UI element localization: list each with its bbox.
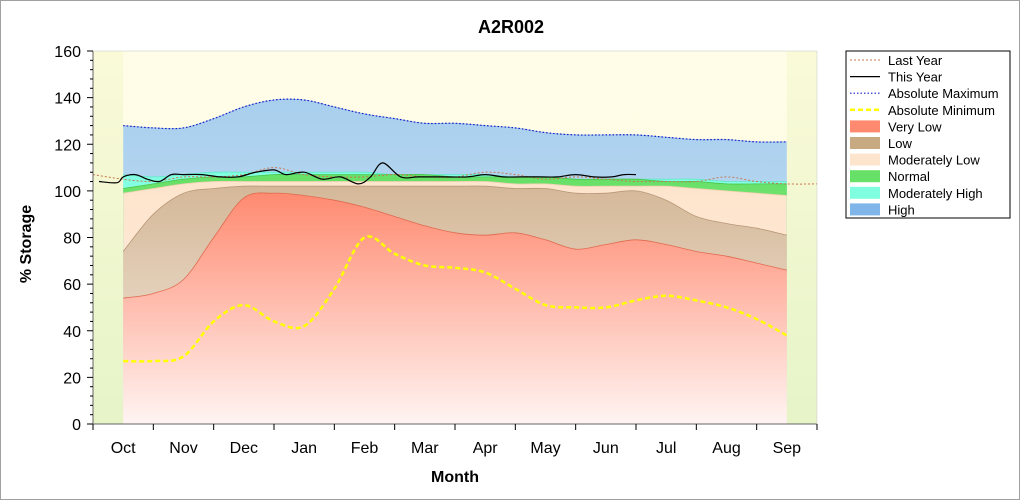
legend-label-moderately-high: Moderately High [888,186,983,201]
band-edge-moderately-high [123,171,787,183]
y-tick-label: 60 [63,277,81,294]
x-tick-label: Aug [712,440,740,457]
x-tick-label: Jul [656,440,676,457]
y-tick-label: 40 [63,324,81,341]
legend-swatch-high [850,203,880,216]
legend-label-normal: Normal [888,169,930,184]
y-tick-label: 140 [54,91,81,108]
y-tick-label: 120 [54,137,81,154]
x-tick-label: Nov [169,440,197,457]
legend-label-high: High [888,202,915,217]
band-very-low [123,192,787,424]
x-tick-label: Jun [593,440,619,457]
x-tick-label: Feb [351,440,379,457]
legend-label-absolute-minimum: Absolute Minimum [888,103,995,118]
band-edge-very-low [123,192,787,299]
plot-left-margin [93,51,124,424]
band-edge-high [123,98,787,143]
axes: 0 20 40 60 80 100 120 140 160 Oct Nov Dec Jan Feb Mar A… [54,44,818,457]
x-tick-label: Dec [230,440,258,457]
x-tick-label: Sep [773,440,802,457]
chart-title: A2R002 [478,17,544,37]
series-line-this-year [98,162,637,185]
x-tick-label: Apr [473,440,499,457]
legend-swatch-moderately-high [850,186,880,199]
legend-label-very-low: Very Low [888,119,942,134]
y-tick-label: 100 [54,184,81,201]
band-edge-low [122,185,787,252]
legend-label-low: Low [888,136,912,151]
y-tick-label: 160 [54,44,81,61]
x-axis-label: Month [431,469,479,486]
x-tick-label: Oct [111,440,136,457]
y-tick-label: 80 [63,231,81,248]
plot-right-margin [786,51,817,424]
y-axis-label: % Storage [18,205,35,283]
legend-swatch-normal [850,170,880,183]
legend-label-this-year: This Year [888,70,943,85]
legend-label-absolute-maximum: Absolute Maximum [888,86,999,101]
plot-content [92,51,818,424]
legend-label-moderately-low: Moderately Low [888,153,980,168]
legend-swatch-moderately-low [850,153,880,166]
y-tick-label: 0 [72,417,81,434]
x-tick-label: Jan [291,440,317,457]
x-tick-label: May [530,440,560,457]
legend-label-last-year: Last Year [888,53,943,68]
band-edge-moderately-low [123,180,787,196]
y-tick-label: 20 [63,370,81,387]
x-tick-label: Mar [411,440,439,457]
legend-swatch-very-low [850,120,880,133]
legend-swatch-low [850,137,880,149]
